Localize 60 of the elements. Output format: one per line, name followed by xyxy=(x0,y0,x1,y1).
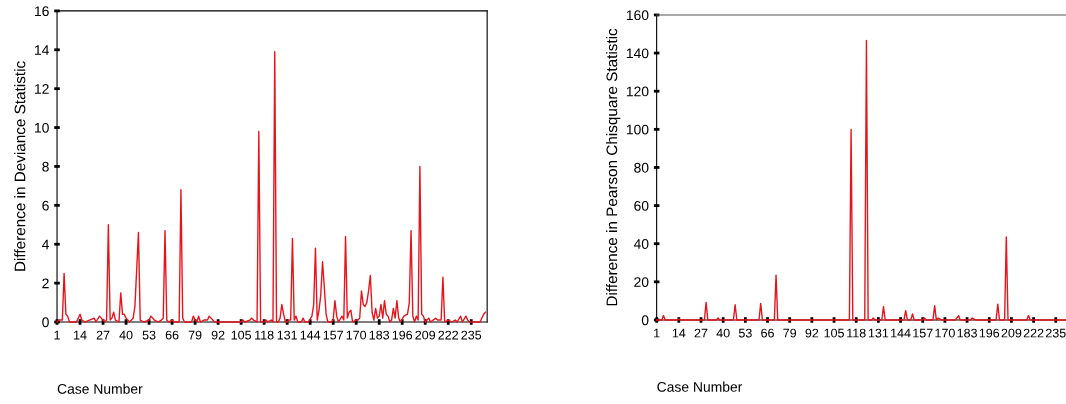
x-tick-label: 196 xyxy=(392,330,413,340)
x-axis-title: Case Number xyxy=(657,381,743,392)
y-tick-label: 40 xyxy=(633,239,649,249)
x-tick-label: 1 xyxy=(54,330,60,340)
x-tick-label: 157 xyxy=(913,328,933,338)
y-tick-label: 16 xyxy=(35,6,49,17)
y-tick-label: 2 xyxy=(42,278,49,289)
y-tick-label: 6 xyxy=(42,200,49,211)
x-tick-label: 79 xyxy=(188,330,202,340)
y-tick-label: 20 xyxy=(634,277,649,288)
x-tick-label: 14 xyxy=(672,328,686,338)
x-tick-label: 144 xyxy=(891,328,911,338)
x-tick-label: 118 xyxy=(847,328,866,338)
x-tick-label: 131 xyxy=(277,330,297,340)
x-tick-label: 105 xyxy=(231,330,252,340)
y-axis-title: Difference in Deviance Statistic xyxy=(14,61,26,271)
x-tick-label: 14 xyxy=(74,330,87,340)
x-tick-label: 209 xyxy=(415,330,436,340)
y-tick-label: 60 xyxy=(634,200,649,211)
y-tick-label: 12 xyxy=(35,84,49,94)
y-tick-label: 0 xyxy=(641,315,649,326)
x-tick-label: 170 xyxy=(935,328,955,338)
x-tick-label: 53 xyxy=(142,330,156,340)
x-tick-label: 131 xyxy=(868,328,889,338)
x-tick-label: 183 xyxy=(957,328,977,338)
x-tick-label: 209 xyxy=(1001,328,1022,338)
x-tick-label: 66 xyxy=(761,328,774,338)
x-tick-label: 196 xyxy=(979,328,1000,338)
y-tick-label: 14 xyxy=(35,45,49,55)
x-tick-label: 144 xyxy=(300,330,321,340)
x-tick-label: 79 xyxy=(783,328,797,338)
x-tick-label: 222 xyxy=(438,330,459,340)
y-tick-label: 80 xyxy=(634,162,649,173)
x-tick-label: 53 xyxy=(738,328,752,338)
x-tick-label: 157 xyxy=(323,330,343,340)
x-tick-label: 183 xyxy=(369,330,390,340)
x-tick-label: 105 xyxy=(824,328,844,338)
y-tick-label: 0 xyxy=(42,317,49,328)
y-tick-label: 8 xyxy=(42,161,49,172)
x-tick-label: 170 xyxy=(346,330,367,340)
x-tick-label: 92 xyxy=(805,328,819,338)
y-tick-label: 10 xyxy=(35,122,49,133)
x-axis-title: Case Number xyxy=(57,383,143,394)
x-tick-label: 118 xyxy=(255,330,274,340)
y-tick-label: 4 xyxy=(41,239,49,250)
y-tick-label: 100 xyxy=(626,124,649,135)
y-tick-label: 120 xyxy=(626,86,649,97)
x-tick-label: 40 xyxy=(716,328,730,338)
x-tick-label: 235 xyxy=(1045,328,1066,338)
y-axis-title: Difference in Pearson Chisquare Statistic xyxy=(606,28,621,306)
x-tick-label: 27 xyxy=(694,328,708,338)
x-tick-label: 27 xyxy=(96,330,110,340)
x-tick-label: 222 xyxy=(1023,328,1044,338)
x-tick-label: 92 xyxy=(211,330,225,340)
x-tick-label: 66 xyxy=(165,330,179,340)
y-tick-label: 160 xyxy=(626,10,649,21)
x-tick-label: 1 xyxy=(654,328,660,338)
x-tick-label: 235 xyxy=(461,330,482,340)
y-tick-label: 140 xyxy=(626,48,649,59)
x-tick-label: 40 xyxy=(119,330,133,340)
